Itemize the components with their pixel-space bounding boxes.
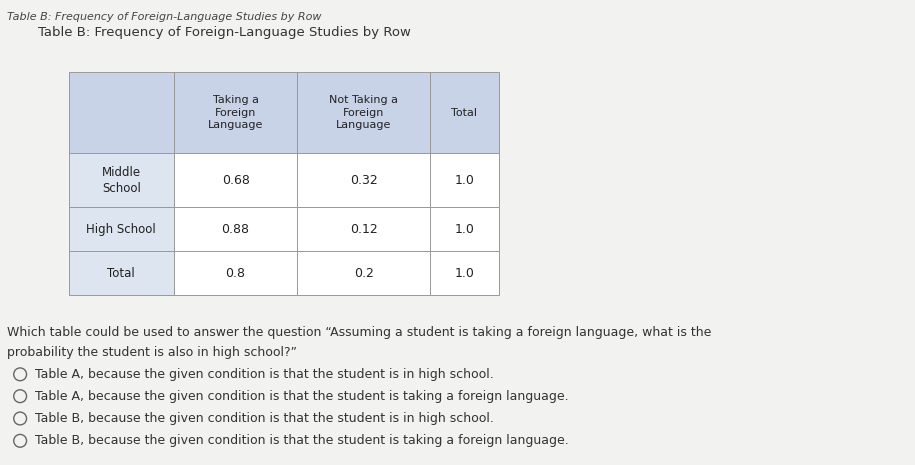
Text: 1.0: 1.0 bbox=[455, 223, 474, 235]
Text: High School: High School bbox=[86, 223, 156, 235]
Text: Taking a
Foreign
Language: Taking a Foreign Language bbox=[208, 95, 264, 130]
Text: 1.0: 1.0 bbox=[455, 174, 474, 186]
Text: 1.0: 1.0 bbox=[455, 267, 474, 279]
Text: Table B: Frequency of Foreign-Language Studies by Row: Table B: Frequency of Foreign-Language S… bbox=[38, 26, 412, 39]
Text: 0.8: 0.8 bbox=[226, 267, 245, 279]
Text: 0.88: 0.88 bbox=[221, 223, 250, 235]
Text: Total: Total bbox=[107, 267, 135, 279]
Text: Not Taking a
Foreign
Language: Not Taking a Foreign Language bbox=[329, 95, 398, 130]
Text: 0.12: 0.12 bbox=[350, 223, 378, 235]
Text: Table A, because the given condition is that the student is taking a foreign lan: Table A, because the given condition is … bbox=[35, 390, 568, 403]
Text: Total: Total bbox=[451, 108, 478, 118]
Text: Table B: Frequency of Foreign-Language Studies by Row: Table B: Frequency of Foreign-Language S… bbox=[7, 12, 322, 22]
Text: 0.68: 0.68 bbox=[221, 174, 250, 186]
Text: probability the student is also in high school?”: probability the student is also in high … bbox=[7, 346, 297, 359]
Text: Table A, because the given condition is that the student is in high school.: Table A, because the given condition is … bbox=[35, 368, 493, 381]
Text: Which table could be used to answer the question “Assuming a student is taking a: Which table could be used to answer the … bbox=[7, 326, 712, 339]
Text: Table B, because the given condition is that the student is taking a foreign lan: Table B, because the given condition is … bbox=[35, 434, 568, 447]
Text: 0.32: 0.32 bbox=[350, 174, 378, 186]
Text: 0.2: 0.2 bbox=[354, 267, 373, 279]
Text: Table B, because the given condition is that the student is in high school.: Table B, because the given condition is … bbox=[35, 412, 494, 425]
Text: Middle
School: Middle School bbox=[102, 166, 141, 195]
